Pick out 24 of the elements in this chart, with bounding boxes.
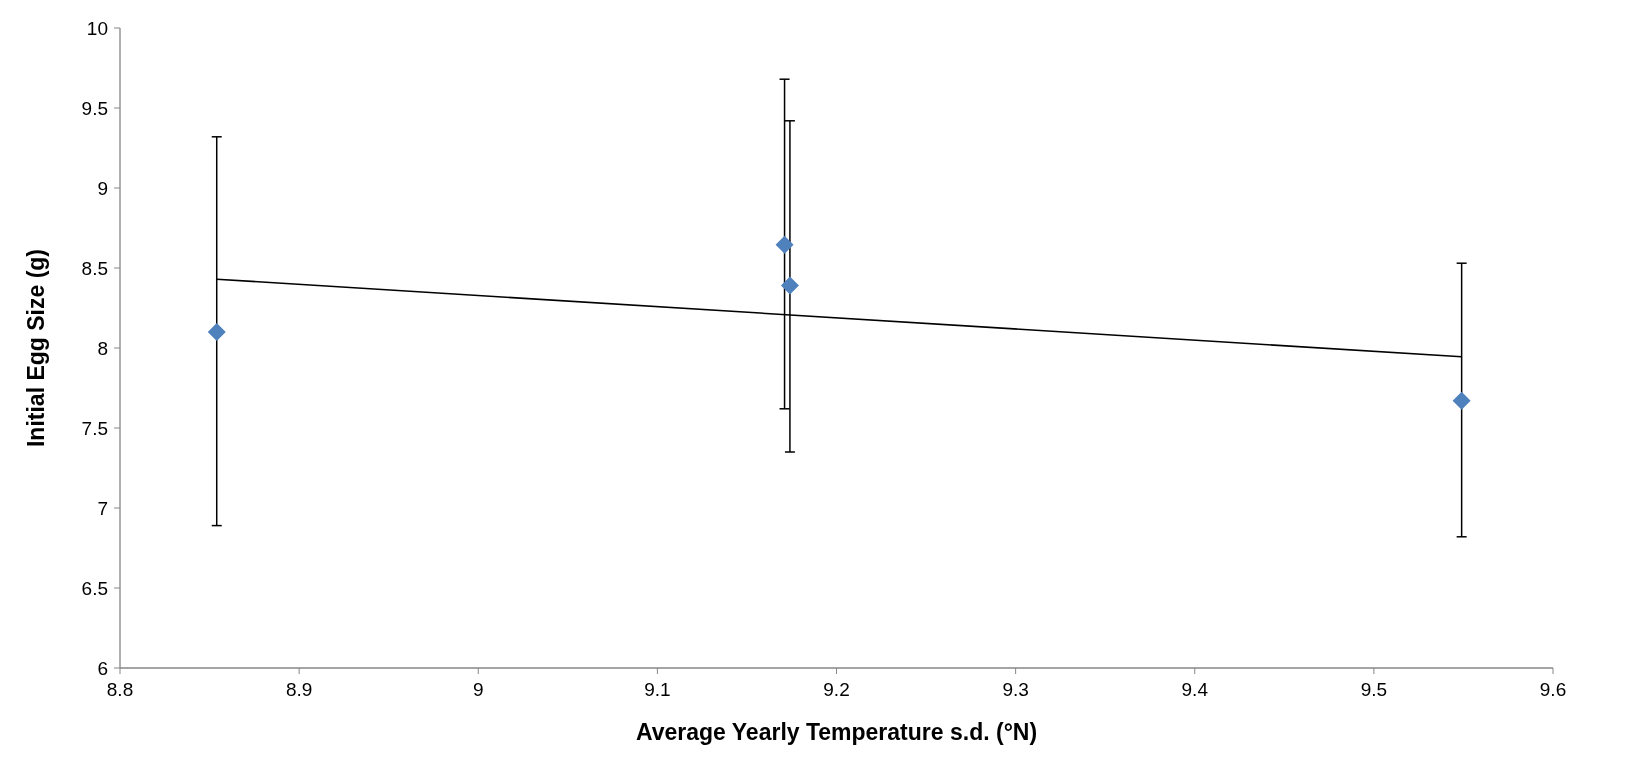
y-tick-label: 8.5 xyxy=(81,257,108,279)
y-tick-label: 9 xyxy=(97,177,108,199)
point xyxy=(207,323,226,341)
y-tick-label: 7 xyxy=(97,497,108,519)
x-tick-label: 9.4 xyxy=(1181,679,1209,700)
x-tick-label: 9 xyxy=(472,679,484,700)
point xyxy=(780,276,799,295)
x-tick-label: 9.1 xyxy=(644,679,671,700)
y-tick-label: 6 xyxy=(97,657,108,679)
x-tick-label: 9.2 xyxy=(823,679,850,700)
x-tick-label: 9.5 xyxy=(1360,679,1388,700)
point xyxy=(1452,391,1471,410)
y-tick-label: 6.5 xyxy=(81,577,108,599)
y-axis-title: Initial Egg Size (g) xyxy=(23,248,49,448)
x-tick-label: 8.9 xyxy=(285,679,313,700)
x-tick-label: 9.3 xyxy=(1002,679,1029,700)
y-tick-label: 9.5 xyxy=(81,97,108,119)
y-tick-label: 7.5 xyxy=(81,417,108,439)
x-tick-label: 9.6 xyxy=(1539,679,1567,700)
y-tick-label: 10 xyxy=(86,17,108,39)
x-axis-title: Average Yearly Temperature s.d. (°N) xyxy=(635,719,1038,745)
y-tick-label: 8 xyxy=(97,337,108,359)
point xyxy=(775,235,794,254)
x-tick-label: 8.8 xyxy=(106,679,134,700)
